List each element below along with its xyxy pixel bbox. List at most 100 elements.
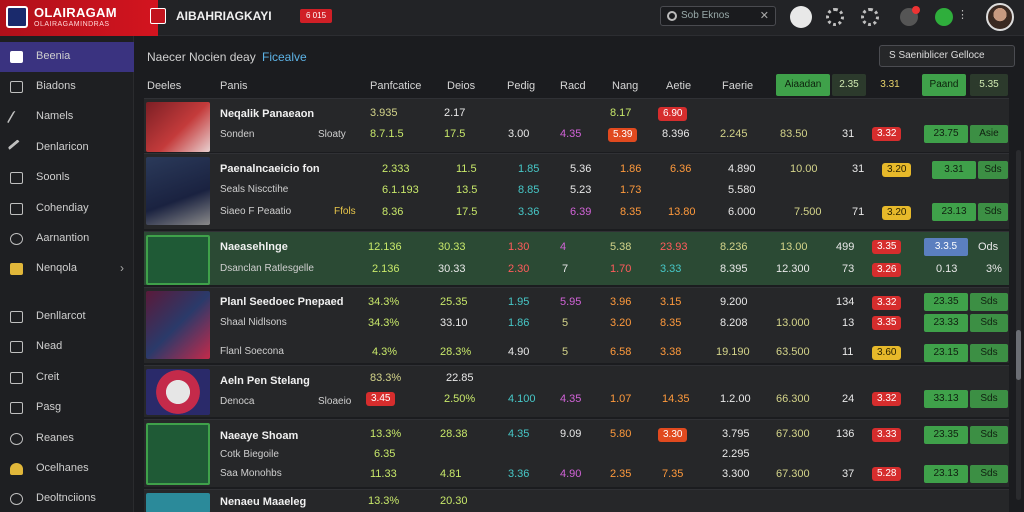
column-header[interactable]: Aetie xyxy=(666,80,692,92)
odds-pill[interactable]: 3.26 xyxy=(872,263,902,277)
bet-button[interactable]: 23.75 xyxy=(924,125,968,143)
column-header[interactable]: Panfcatice xyxy=(370,80,422,92)
row-name[interactable]: Naeaye Shoam xyxy=(220,430,299,442)
odds-pill[interactable]: 3.33 xyxy=(872,428,902,442)
filter-button[interactable]: 3.31 xyxy=(880,79,900,90)
row-name[interactable]: Naeasehlnge xyxy=(220,241,288,253)
bet-button[interactable]: Sds xyxy=(978,161,1008,179)
search-box[interactable]: Sob Eknos ✕ xyxy=(660,6,776,26)
sidebar-item-deoltnciions[interactable]: Deoltnciions xyxy=(0,484,134,512)
table-row[interactable]: Nenaeu Maaeleg 13.3% 20.30 xyxy=(144,489,1009,512)
sidebar-item-ocelhanes[interactable]: Ocelhanes xyxy=(0,454,134,484)
sidebar-item-nenqola[interactable]: Nenqola › xyxy=(0,254,134,284)
odds-pill[interactable]: 3.20 xyxy=(882,163,912,177)
sidebar-item-beenia[interactable]: Beenia xyxy=(0,42,134,72)
table-row[interactable]: Neqalik Panaeaon Sonden Sloaty 3.935 8.7… xyxy=(144,98,1009,152)
row-name[interactable]: Planl Seedoec Pnepaed xyxy=(220,296,344,308)
cell: 1.30 xyxy=(508,241,530,253)
column-header[interactable]: Nang xyxy=(612,80,639,92)
column-header[interactable]: Racd xyxy=(560,80,586,92)
sidebar-item-denlaricon[interactable]: Denlaricon xyxy=(0,133,134,163)
sidebar-item-label: Namels xyxy=(36,110,74,122)
filter-button[interactable]: Paand xyxy=(922,74,966,96)
filter-button[interactable]: 2.35 xyxy=(832,74,866,96)
bet-button[interactable]: Sds xyxy=(970,314,1008,332)
bet-button[interactable]: 23.13 xyxy=(924,465,968,483)
bet-button[interactable]: Sds xyxy=(970,344,1008,362)
sidebar-item-biadons[interactable]: Biadons xyxy=(0,72,134,102)
cell: 8.395 xyxy=(720,263,748,275)
sidebar-item-aarnantion[interactable]: Aarnantion xyxy=(0,224,134,254)
table-row[interactable]: Aeln Pen Stelang Denoca Sloaeio 83.3% 3.… xyxy=(144,365,1009,417)
table-row[interactable]: Naeaye Shoam Cotk Biegoile Saa Monohbs 1… xyxy=(144,419,1009,487)
odds-pill[interactable]: 5.39 xyxy=(608,128,638,142)
chat-icon[interactable] xyxy=(935,8,953,26)
odds-pill[interactable]: 3.32 xyxy=(872,127,902,141)
column-header[interactable]: Deios xyxy=(447,80,476,92)
sidebar-item-reanes[interactable]: Reanes xyxy=(0,424,134,454)
scrollbar-thumb[interactable] xyxy=(1016,330,1021,380)
filter-button[interactable]: Aiaadan xyxy=(776,74,830,96)
row-name[interactable]: Aeln Pen Stelang xyxy=(220,375,310,387)
bet-button[interactable]: Sds xyxy=(970,465,1008,483)
cell: 34.3% xyxy=(368,317,400,329)
sidebar-item-denllarcot[interactable]: Denllarcot xyxy=(0,302,134,332)
gear-icon[interactable] xyxy=(826,8,844,26)
odds-pill[interactable]: 6.90 xyxy=(658,107,688,121)
avatar[interactable] xyxy=(986,3,1014,31)
bet-button[interactable]: Asie xyxy=(970,125,1008,143)
tools-icon xyxy=(10,233,23,245)
filter-button[interactable]: 5.35 xyxy=(970,74,1008,96)
odds-pill[interactable]: 3.35 xyxy=(872,240,902,254)
bet-button[interactable]: Sds xyxy=(970,426,1008,444)
bet-button[interactable]: Sds xyxy=(970,390,1008,408)
row-name[interactable]: Nenaeu Maaeleg xyxy=(220,496,307,508)
settings-icon[interactable] xyxy=(861,8,879,26)
odds-pill[interactable]: 3.60 xyxy=(872,346,902,360)
odds-pill[interactable]: 3.20 xyxy=(882,206,912,220)
odds-pill[interactable]: 3.32 xyxy=(872,296,902,310)
breadcrumb-link[interactable]: Ficealve xyxy=(262,50,307,64)
sidebar-item-creit[interactable]: Creit xyxy=(0,363,134,393)
bet-button[interactable]: 23.33 xyxy=(924,314,968,332)
column-header[interactable]: Deeles xyxy=(147,80,182,92)
odds-pill[interactable]: 3.30 xyxy=(658,428,688,442)
bet-button[interactable]: 23.35 xyxy=(924,426,968,444)
more-icon[interactable]: ⋮ xyxy=(957,9,968,21)
odds-pill[interactable]: 3.45 xyxy=(366,392,396,406)
table-row[interactable]: Paenalncaeicio fon Seals Niscctihe Siaeo… xyxy=(144,153,1009,229)
notification-badge[interactable]: 6 015 xyxy=(300,9,333,23)
bet-button[interactable]: 23.15 xyxy=(924,344,968,362)
sidebar-item-pasg[interactable]: Pasg xyxy=(0,393,134,423)
bet-button[interactable]: 3.31 xyxy=(932,161,976,179)
brand[interactable]: OLAIRAGAM OLAIRAGAMINDRAS xyxy=(0,0,158,36)
search-input[interactable]: Sob Eknos xyxy=(681,10,730,21)
bet-button[interactable]: Sds xyxy=(978,203,1008,221)
bet-button[interactable]: 23.13 xyxy=(932,203,976,221)
odds-pill[interactable]: 3.32 xyxy=(872,392,902,406)
column-header[interactable]: Panis xyxy=(220,80,248,92)
row-sub: Denoca xyxy=(220,396,255,407)
close-icon[interactable]: ✕ xyxy=(759,10,769,22)
sidebar-item-namels[interactable]: Namels xyxy=(0,102,134,132)
sort-dropdown[interactable]: S Saeniblicer Gelloce xyxy=(879,45,1015,67)
chevron-right-icon[interactable]: › xyxy=(120,261,124,275)
table-row[interactable]: Naeasehlnge Dsanclan Ratlesgelle 12.136 … xyxy=(144,231,1009,285)
cell[interactable]: Ods xyxy=(978,241,999,253)
user-profile-icon[interactable] xyxy=(790,6,812,28)
sidebar-item-nead[interactable]: Nead xyxy=(0,332,134,362)
table-row[interactable]: Planl Seedoec Pnepaed Shaal Nidlsons Fla… xyxy=(144,287,1009,363)
bet-button[interactable]: Sds xyxy=(970,293,1008,311)
column-header[interactable]: Pedig xyxy=(507,80,536,92)
bet-button[interactable]: 23.35 xyxy=(924,293,968,311)
row-name[interactable]: Paenalncaeicio fon xyxy=(220,163,320,175)
bet-button[interactable]: 3.3.5 xyxy=(924,238,968,256)
bet-button[interactable]: 33.13 xyxy=(924,390,968,408)
row-name[interactable]: Neqalik Panaeaon xyxy=(220,108,315,120)
scrollbar[interactable] xyxy=(1016,150,1021,500)
sidebar-item-soonls[interactable]: Soonls xyxy=(0,163,134,193)
sidebar-item-cohendiay[interactable]: Cohendiay xyxy=(0,194,134,224)
column-header[interactable]: Faerie xyxy=(722,80,754,92)
odds-pill[interactable]: 3.35 xyxy=(872,316,902,330)
odds-pill[interactable]: 5.28 xyxy=(872,467,902,481)
